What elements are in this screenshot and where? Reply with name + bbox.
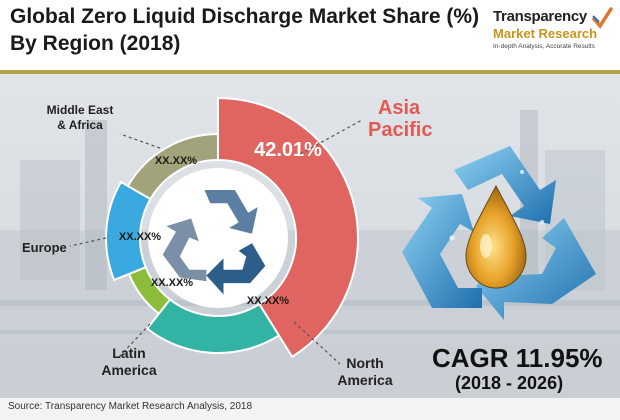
cagr-period: (2018 - 2026) xyxy=(455,373,564,393)
header-divider xyxy=(0,70,620,74)
logo-name-line2: Market Research xyxy=(493,26,598,41)
value-label-asia-pacific: 42.01% xyxy=(254,139,322,161)
donut-slice-asia-pacific xyxy=(217,96,359,359)
value-label-north-america: XX.XX% xyxy=(247,295,289,307)
leader-line-north-america xyxy=(293,321,341,365)
source-note: Source: Transparency Market Research Ana… xyxy=(8,401,253,412)
donut-slice-middle-east-africa xyxy=(126,132,219,201)
header-bar xyxy=(0,0,620,70)
chart-subtitle: By Region (2018) xyxy=(10,32,181,55)
checkmark-logo-icon xyxy=(592,7,613,29)
value-label-latin-america: XX.XX% xyxy=(151,277,193,289)
value-label-middle-east-africa: XX.XX% xyxy=(155,155,197,167)
recycle-water-drop-icon xyxy=(402,146,596,320)
label-asia-pacific: Asia Pacific xyxy=(368,97,433,141)
company-logo: Transparency Market Research In-depth An… xyxy=(493,6,615,62)
cagr-value: CAGR 11.95% xyxy=(432,343,603,373)
donut-chart: 42.01% XX.XX% XX.XX% XX.XX% XX.XX% xyxy=(69,96,363,365)
donut-slice-north-america xyxy=(145,298,281,354)
value-label-europe: XX.XX% xyxy=(119,231,161,243)
leader-line-latin-america xyxy=(117,323,151,359)
label-europe: Europe xyxy=(22,240,67,255)
recycle-icon xyxy=(162,190,266,295)
leader-line-middle-east-africa xyxy=(119,133,161,149)
label-latin-america: Latin America xyxy=(101,345,157,378)
chart-title: Global Zero Liquid Discharge Market Shar… xyxy=(10,5,480,28)
leader-line-europe xyxy=(69,237,107,247)
logo-tagline: In-depth Analysis, Accurate Results xyxy=(493,43,595,50)
donut-slice-europe xyxy=(105,180,152,282)
label-middle-east-africa: Middle East & Africa xyxy=(46,103,114,132)
label-north-america: North America xyxy=(337,355,393,388)
source-bar xyxy=(0,398,620,420)
logo-name-line1: Transparency xyxy=(493,8,587,25)
